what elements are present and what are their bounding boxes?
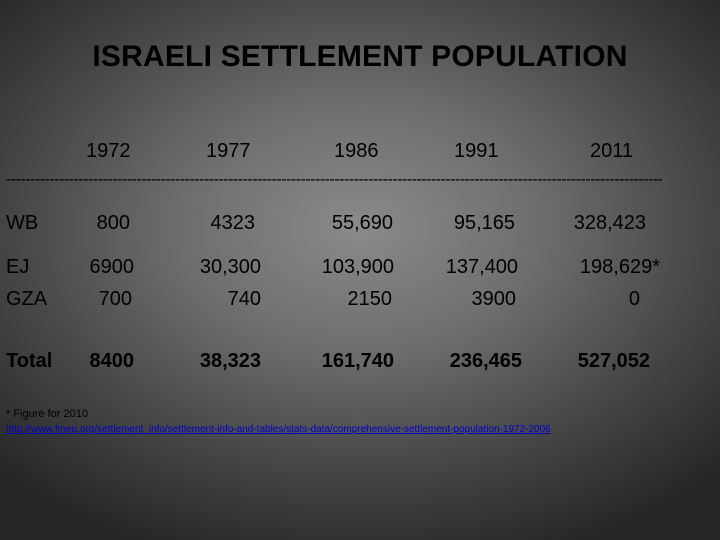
year-header-1977: 1977 <box>206 140 251 162</box>
cell-total-2011: 527,052 <box>577 350 650 372</box>
year-header-2011: 2011 <box>590 140 634 162</box>
cell-gza-1977: 740 <box>227 288 261 310</box>
cell-wb-1977: 4323 <box>210 212 256 234</box>
source-link[interactable]: http://www.fmep.org/settlement_info/sett… <box>6 424 551 435</box>
cell-gza-1991: 3900 <box>471 288 517 310</box>
year-header-1986: 1986 <box>334 140 379 162</box>
row-label-ej: EJ <box>6 256 30 278</box>
cell-gza-1972: 700 <box>98 288 132 310</box>
year-header-1991: 1991 <box>454 140 499 162</box>
row-label-total: Total <box>6 350 53 372</box>
cell-gza-2011: 0 <box>628 288 640 310</box>
cell-total-1977: 38,323 <box>199 350 261 372</box>
cell-total-1986: 161,740 <box>321 350 394 372</box>
cell-wb-2011: 328,423 <box>573 212 646 234</box>
cell-ej-1977: 30,300 <box>199 256 261 278</box>
cell-ej-2011: 198,629* <box>579 256 660 278</box>
footnote: * Figure for 2010 <box>6 408 88 420</box>
cell-ej-1972: 6900 <box>89 256 135 278</box>
separator-line: ----------------------------------------… <box>6 171 662 188</box>
cell-ej-1986: 103,900 <box>321 256 394 278</box>
cell-gza-1986: 2150 <box>347 288 393 310</box>
row-label-wb: WB <box>6 212 39 234</box>
cell-wb-1986: 55,690 <box>331 212 393 234</box>
cell-ej-1991: 137,400 <box>445 256 518 278</box>
cell-total-1972: 8400 <box>89 350 135 372</box>
year-header-1972: 1972 <box>86 140 131 162</box>
row-label-gza: GZA <box>6 288 48 310</box>
cell-total-1991: 236,465 <box>449 350 522 372</box>
slide-title: ISRAELI SETTLEMENT POPULATION <box>92 40 628 73</box>
cell-wb-1972: 800 <box>96 212 130 234</box>
cell-wb-1991: 95,165 <box>453 212 515 234</box>
